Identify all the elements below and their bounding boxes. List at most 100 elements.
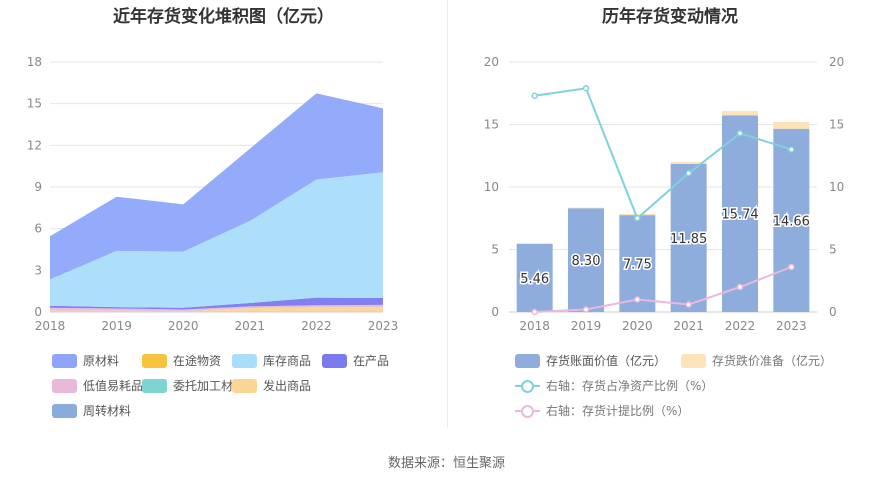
inventory-stacked-area-chart: 近年存货变化堆积图（亿元） 0 3 6 9 12 15 18 2018 2019 2020 2021… xyxy=(0,0,447,430)
left-legend-item[interactable]: 在途物资 xyxy=(142,352,221,369)
right-y-right-tick-label: 0 xyxy=(829,305,837,319)
left-legend-item[interactable]: 委托加工材料 xyxy=(142,377,245,394)
legend-swatch xyxy=(515,379,540,393)
right-legend-item[interactable]: 右轴：存货占净资产比例（%） xyxy=(515,377,713,394)
left-legend-item[interactable]: 库存商品 xyxy=(232,352,311,369)
line-point xyxy=(736,283,744,291)
left-y-tick-label: 15 xyxy=(27,97,42,111)
line-point xyxy=(634,215,641,222)
left-legend-item[interactable]: 发出商品 xyxy=(232,377,311,394)
right-legend-item[interactable]: 存货跌价准备（亿元） xyxy=(681,352,832,369)
bar-book-value xyxy=(568,208,604,312)
right-x-tick-label: 2021 xyxy=(673,319,704,333)
right-y-right-tick-label: 10 xyxy=(829,180,844,194)
bar-data-label: 5.46 xyxy=(520,272,549,287)
legend-label: 右轴：存货占净资产比例（%） xyxy=(546,379,714,393)
left-x-tick-label: 2020 xyxy=(168,319,199,333)
right-chart-plot: 0 5 10 15 20 0 5 10 15 20 2018 2019 2020 2021 2022 2023… xyxy=(484,55,845,333)
line-series-3 xyxy=(534,266,792,313)
left-legend-item[interactable]: 原材料 xyxy=(52,352,119,369)
data-source-note: 数据来源：恒生聚源 xyxy=(387,456,505,471)
right-y-left-tick-label: 15 xyxy=(484,118,499,132)
bar-data-label: 7.75 xyxy=(623,258,652,273)
line-point xyxy=(788,263,795,271)
legend-label: 发出商品 xyxy=(263,379,312,393)
legend-swatch xyxy=(232,378,257,393)
bar-data-label: 11.85 xyxy=(670,232,707,247)
legend-label: 原材料 xyxy=(83,354,120,368)
bar-data-label: 14.66 xyxy=(773,214,810,229)
left-legend-item[interactable]: 低值易耗品 xyxy=(52,377,143,394)
legend-swatch xyxy=(142,378,167,393)
legend-swatch xyxy=(515,404,540,418)
bar-provision xyxy=(619,213,656,216)
line-point xyxy=(685,301,692,308)
right-x-tick-label: 2018 xyxy=(519,319,550,333)
line-point xyxy=(685,170,692,177)
left-y-tick-label: 0 xyxy=(34,305,42,319)
left-x-tick-label: 2021 xyxy=(235,319,266,333)
legend-label: 存货账面价值（亿元） xyxy=(546,354,667,368)
left-x-tick-label: 2018 xyxy=(35,319,66,333)
legend-circle-mark xyxy=(521,404,534,418)
right-y-left-tick-label: 0 xyxy=(491,305,499,319)
left-x-tick-label: 2022 xyxy=(301,319,332,333)
legend-label: 在途物资 xyxy=(173,354,222,368)
bar-book-value xyxy=(619,215,656,312)
area-series-6 xyxy=(50,307,383,312)
left-x-tick-label: 2019 xyxy=(101,319,132,333)
legend-swatch xyxy=(52,403,77,418)
right-y-right-tick-label: 5 xyxy=(829,243,837,257)
legend-swatch xyxy=(142,353,167,368)
right-y-left-tick-label: 5 xyxy=(491,243,499,257)
line-point xyxy=(582,85,590,92)
left-y-tick-label: 6 xyxy=(34,222,42,236)
area-series-0 xyxy=(50,93,383,280)
legend-label: 存货跌价准备（亿元） xyxy=(712,354,833,368)
right-x-tick-label: 2023 xyxy=(776,319,807,333)
line-point xyxy=(736,130,744,137)
bar-book-value xyxy=(516,243,553,312)
left-y-tick-label: 3 xyxy=(34,263,42,277)
legend-swatch xyxy=(322,353,347,368)
legend-label: 右轴：存货计提比例（%） xyxy=(546,404,690,418)
line-point xyxy=(582,306,590,313)
right-y-right-tick-label: 15 xyxy=(829,118,844,132)
area-series-3 xyxy=(50,297,383,310)
right-chart-title: 历年存货变动情况 xyxy=(602,7,738,27)
line-point xyxy=(531,308,538,316)
line-series-2 xyxy=(534,87,792,220)
area-series-4 xyxy=(50,304,383,312)
panel-divider xyxy=(447,0,448,428)
area-series-2 xyxy=(50,172,383,308)
left-chart-plot: 0 3 6 9 12 15 18 2018 2019 2020 2021 2022 2023 xyxy=(27,55,399,333)
legend-label: 周转材料 xyxy=(83,404,132,418)
legend-label: 在产品 xyxy=(353,354,390,368)
bar-data-label: 8.30 xyxy=(572,254,601,269)
bar-provision xyxy=(773,121,810,129)
right-x-tick-label: 2020 xyxy=(622,319,653,333)
legend-label: 库存商品 xyxy=(263,354,312,368)
legend-label: 委托加工材料 xyxy=(173,379,246,393)
legend-label: 低值易耗品 xyxy=(83,379,144,393)
left-y-tick-label: 18 xyxy=(27,55,42,69)
line-point xyxy=(634,296,641,303)
bar-book-value xyxy=(773,128,810,312)
bar-data-label: 15.74 xyxy=(721,208,758,223)
right-legend-item[interactable]: 存货账面价值（亿元） xyxy=(515,352,666,369)
bar-book-value xyxy=(670,163,707,312)
right-legend-item[interactable]: 右轴：存货计提比例（%） xyxy=(515,402,689,419)
legend-swatch xyxy=(52,353,77,368)
right-y-right-tick-label: 20 xyxy=(829,55,844,69)
right-x-tick-label: 2019 xyxy=(571,319,602,333)
legend-swatch xyxy=(232,353,257,368)
left-chart-title: 近年存货变化堆积图（亿元） xyxy=(113,7,334,27)
right-y-left-tick-label: 20 xyxy=(484,55,499,69)
line-point xyxy=(788,146,795,153)
left-y-tick-label: 12 xyxy=(27,138,42,152)
right-y-left-tick-label: 10 xyxy=(484,180,499,194)
bar-provision xyxy=(670,162,707,164)
left-y-tick-label: 9 xyxy=(34,180,42,194)
left-legend-item[interactable]: 周转材料 xyxy=(52,402,131,419)
left-legend-item[interactable]: 在产品 xyxy=(322,352,389,369)
